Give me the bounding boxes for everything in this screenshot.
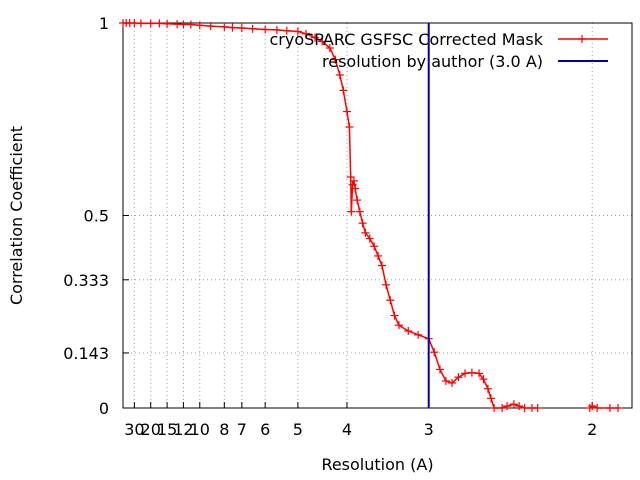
grid-lines [123,23,632,408]
data-point [248,24,257,33]
data-point [353,196,362,205]
data-point [479,375,488,384]
x-tick-label: 20 [141,420,161,439]
data-point [614,404,623,412]
data-point [588,402,597,411]
data-point [195,21,204,30]
data-point [318,37,327,46]
data-point [509,400,518,409]
y-tick-label: 0.5 [84,207,109,226]
data-point [325,44,334,53]
data-point [461,369,470,378]
data-point [490,404,499,412]
data-point [430,348,439,357]
x-tick-label: 3 [424,420,434,439]
data-point [503,402,512,411]
data-point [467,368,476,377]
x-tick-label: 7 [237,420,247,439]
data-point [163,19,172,28]
data-point [358,219,367,228]
data-point [374,251,383,260]
data-point [355,207,364,216]
data-point [475,369,484,378]
data-point [515,402,524,411]
data-point [390,311,399,320]
legend-label: cryoSPARC GSFSC Corrected Mask [269,30,543,49]
data-point [179,20,188,29]
data-point [331,55,340,64]
data-point [146,19,155,28]
data-point [351,184,360,193]
data-point [282,26,291,35]
data-point [228,23,237,32]
data-point [335,70,344,79]
data-point [220,22,229,31]
data-point [345,122,354,131]
x-tick-label: 30 [124,420,144,439]
data-point [339,86,348,95]
y-tick-label: 0.143 [63,344,109,363]
data-point [593,404,602,412]
data-point [441,377,450,386]
data-point [404,327,413,335]
data-point [483,384,492,393]
y-axis-label: Correlation Coefficient [7,126,26,305]
x-tick-label: 8 [219,420,229,439]
x-tick-label: 2 [587,420,597,439]
legend-marker [578,35,586,43]
data-point [293,27,302,36]
data-point [342,107,351,116]
data-point [349,176,358,185]
y-tick-label: 0 [99,399,109,418]
data-point [382,280,391,289]
data-point [347,207,356,216]
data-point [386,296,395,305]
data-point [365,234,374,243]
data-point [361,228,370,237]
data-point [186,20,195,29]
data-point [414,330,423,339]
x-tick-label: 5 [293,420,303,439]
data-point [261,25,270,34]
data-point [155,19,164,28]
x-tick-label: 15 [157,420,177,439]
series-group [119,19,623,412]
x-tick-label: 10 [190,420,210,439]
data-point [136,19,145,28]
data-point [310,33,319,42]
data-point [448,378,457,387]
legend: cryoSPARC GSFSC Corrected Mask resolution… [269,30,608,71]
data-point [435,365,444,374]
data-point [237,24,246,33]
x-axis-label: Resolution (A) [321,455,433,474]
data-point [394,321,403,330]
y-tick-label: 1 [99,14,109,33]
y-tick-label: 0.333 [63,271,109,290]
data-point [498,404,507,412]
data-point [520,404,529,412]
data-point [370,242,379,251]
data-point [533,404,542,412]
x-tick-label: 4 [342,420,352,439]
x-tick-label: 12 [173,420,193,439]
x-tick-label: 6 [260,420,270,439]
data-point [272,25,281,34]
data-point [302,29,311,38]
legend-label: resolution by author (3.0 A) [322,52,543,71]
data-point [606,404,615,412]
data-point [206,22,215,31]
data-point [454,373,463,382]
data-point [377,261,386,270]
data-point [486,394,495,403]
